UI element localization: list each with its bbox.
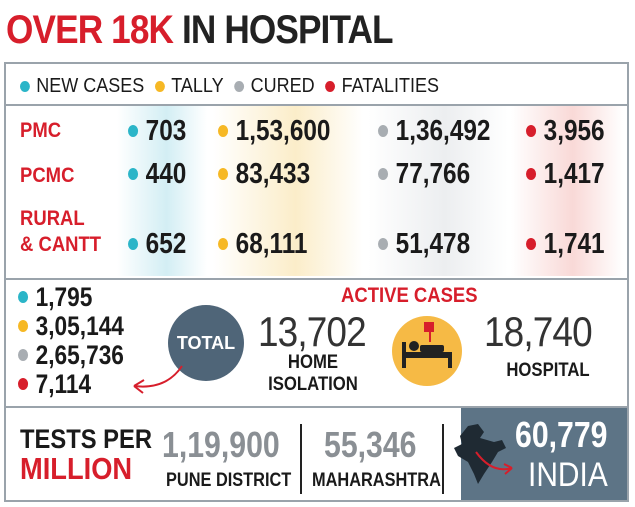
legend-item-new-cases: NEW CASES [20, 75, 144, 98]
grey-dot-icon [234, 80, 245, 92]
divider-legend [4, 104, 629, 106]
home-isolation-value: 13,702 [258, 308, 367, 355]
total-arrow-icon [133, 365, 183, 394]
rural-new-cases: 652 [128, 227, 186, 261]
red-dot-icon [526, 125, 537, 137]
india-tests-value: 60,779 [515, 414, 608, 455]
row-label-rural: RURAL [20, 207, 85, 230]
teal-dot-icon [20, 80, 30, 92]
yellow-dot-icon [18, 320, 29, 332]
india-tests-label: INDIA [528, 456, 608, 494]
maharashtra-tests-value: 55,346 [324, 424, 417, 465]
tests-per-million-label: TESTS PER MILLION [20, 424, 153, 486]
column-bg-cured [368, 106, 508, 276]
yellow-dot-icon [218, 125, 229, 137]
hospital-value: 18,740 [484, 308, 593, 355]
legend-item-cured: CURED [234, 75, 315, 98]
pmc-tally: 1,53,600 [218, 114, 330, 148]
rural-cured: 51,478 [378, 227, 470, 261]
active-cases-title: ACTIVE CASES [341, 284, 478, 307]
legend-item-tally: TALLY [155, 75, 224, 98]
headline-part1: OVER 18K [6, 8, 174, 52]
divider-table [4, 278, 629, 280]
pcmc-fatalities: 1,417 [526, 157, 605, 191]
grey-dot-icon [378, 168, 389, 180]
row-label-pcmc: PCMC [20, 164, 75, 187]
divider-maharashtra [442, 424, 444, 494]
pcmc-cured: 77,766 [378, 157, 470, 191]
legend-item-fatalities: FATALITIES [325, 75, 439, 98]
column-bg-tally [213, 106, 363, 276]
total-tally: 3,05,144 [18, 311, 124, 341]
total-cured: 2,65,736 [18, 340, 124, 370]
yellow-dot-icon [218, 168, 229, 180]
hospital-bed-icon [402, 322, 452, 368]
total-new-cases: 1,795 [18, 282, 92, 312]
pune-tests-value: 1,19,900 [162, 424, 280, 465]
pmc-cured: 1,36,492 [378, 114, 490, 148]
hospital-label: HOSPITAL [506, 360, 590, 381]
home-isolation-label-2: ISOLATION [268, 374, 358, 395]
infographic-frame [4, 62, 629, 502]
red-dot-icon [325, 80, 336, 92]
maharashtra-tests-label: MAHARASHTRA [312, 470, 441, 491]
divider-pune [300, 424, 302, 494]
pune-tests-label: PUNE DISTRICT [166, 470, 292, 491]
pmc-new-cases: 703 [128, 114, 186, 148]
total-fatalities: 7,114 [18, 369, 91, 399]
row-label-pmc: PMC [20, 119, 62, 142]
grey-dot-icon [18, 349, 29, 361]
headline-part2: IN HOSPITAL [181, 8, 394, 52]
yellow-dot-icon [218, 238, 229, 250]
divider-active [4, 406, 629, 408]
india-map-icon [454, 424, 513, 484]
pmc-fatalities: 3,956 [526, 114, 605, 148]
headline: OVER 18K IN HOSPITAL [6, 8, 394, 52]
red-dot-icon [526, 168, 537, 180]
teal-dot-icon [18, 291, 29, 303]
grey-dot-icon [378, 238, 389, 250]
grey-dot-icon [378, 125, 389, 137]
pcmc-tally: 83,433 [218, 157, 310, 191]
home-isolation-label-1: HOME [287, 352, 339, 373]
rural-tally: 68,111 [218, 227, 307, 261]
legend: NEW CASES TALLY CURED FATALITIES [20, 72, 446, 100]
teal-dot-icon [128, 168, 139, 180]
red-dot-icon [18, 378, 29, 390]
teal-dot-icon [128, 238, 139, 250]
pcmc-new-cases: 440 [128, 157, 186, 191]
red-dot-icon [526, 238, 537, 250]
row-label-cantt: & CANTT [20, 233, 102, 256]
teal-dot-icon [128, 125, 139, 137]
yellow-dot-icon [155, 80, 165, 92]
rural-fatalities: 1,741 [526, 227, 605, 261]
